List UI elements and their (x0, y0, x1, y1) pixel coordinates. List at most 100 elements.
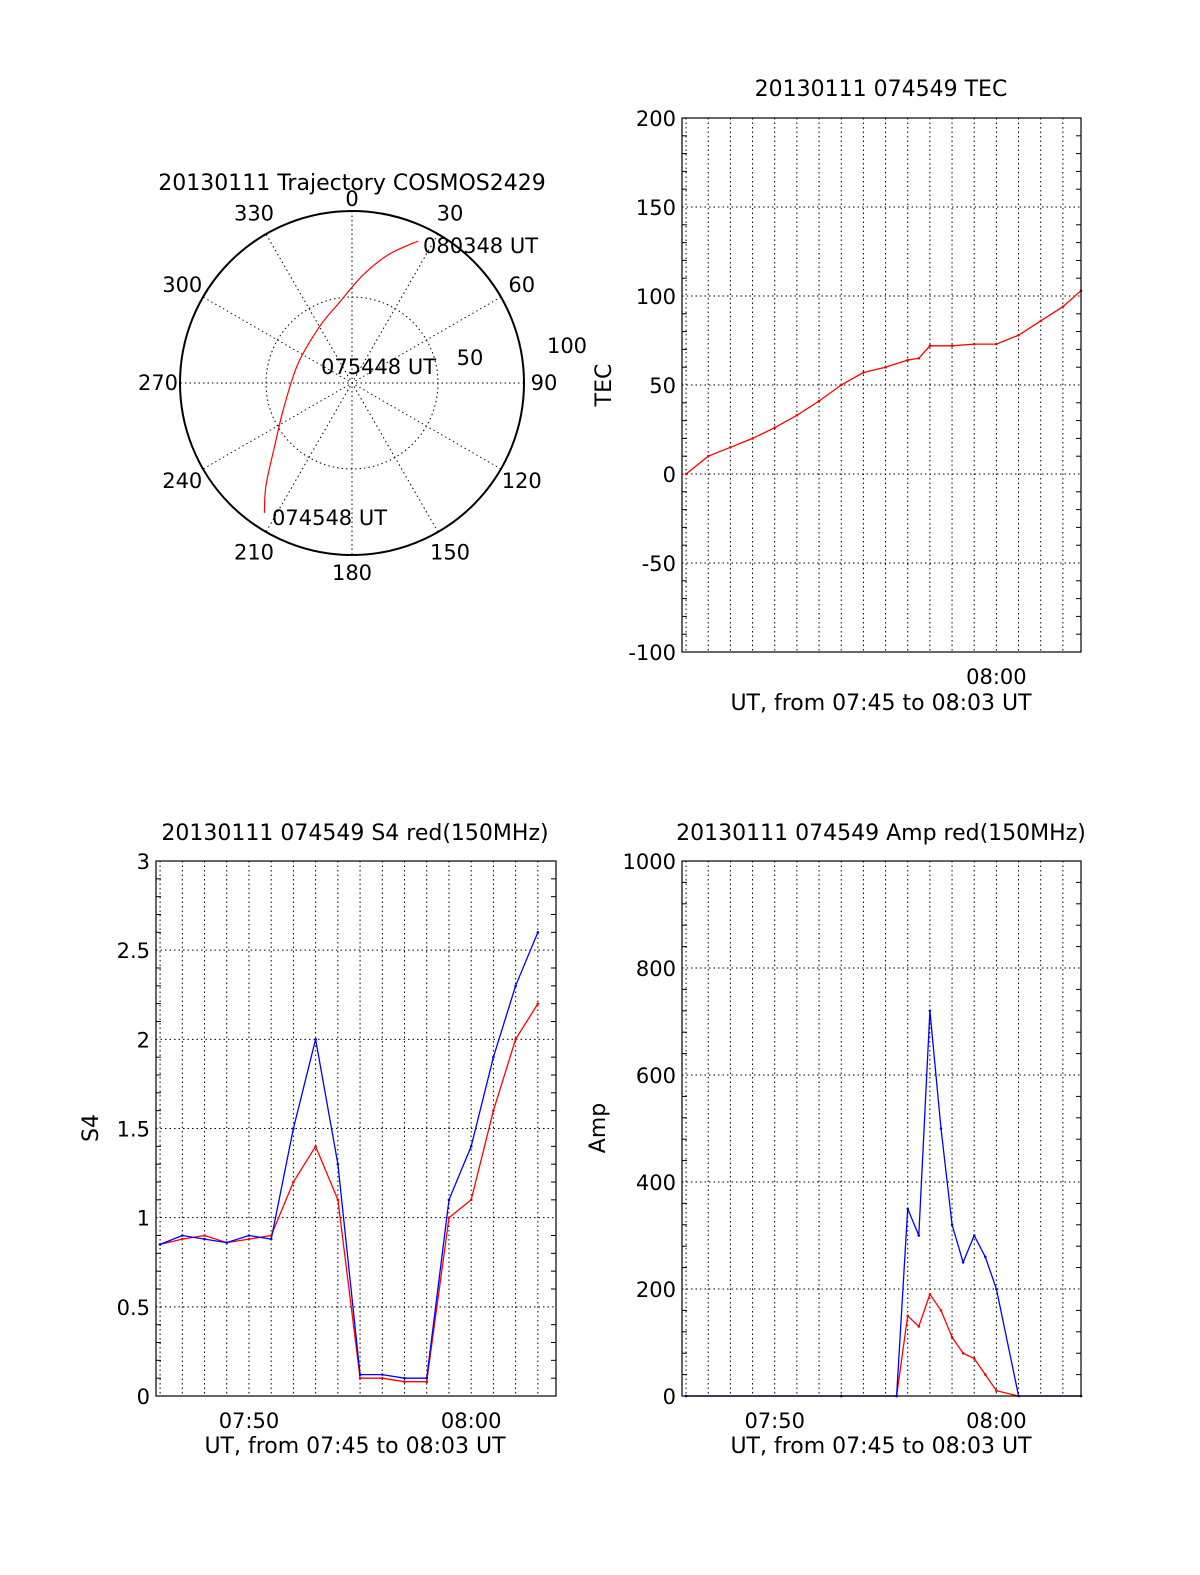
radial-label-100: 100 (547, 334, 587, 358)
tec-data-point (884, 365, 887, 369)
annotation-mid-time: 075448 UT (321, 355, 436, 379)
tec-data-point (817, 399, 821, 403)
s4-data-point (469, 1145, 473, 1148)
tec-title: 20130111 074549 TEC (755, 77, 1008, 102)
s4-x-tick-label: 07:50 (219, 1409, 280, 1433)
amp-x-tick-label: 08:00 (966, 1409, 1027, 1433)
s4-data-point (336, 1198, 340, 1202)
radial-label-50: 50 (457, 346, 484, 370)
tec-data-point (773, 426, 777, 430)
polar-spoke (265, 233, 439, 533)
s4-data-point (403, 1376, 406, 1380)
s4-data-point (314, 1038, 317, 1041)
polar-angle-label: 0 (345, 187, 358, 211)
tec-x-ticks: 08:00 (966, 665, 1027, 689)
tec-data-point (684, 472, 688, 476)
s4-x-ticks: 07:50 08:00 (219, 1409, 502, 1433)
s4-data-point (203, 1237, 206, 1241)
s4-y-label: S4 (79, 1114, 104, 1142)
amp-y-tick-label: 400 (636, 1171, 676, 1195)
tec-data-point (1017, 333, 1020, 337)
s4-data-point (180, 1234, 184, 1237)
tec-data-point (839, 383, 843, 387)
s4-data-point (247, 1234, 251, 1237)
amp-data-point (995, 1287, 998, 1291)
s4-data-point (292, 1180, 295, 1184)
s4-data-point (514, 1038, 517, 1041)
polar-angle-label: 180 (332, 561, 372, 585)
tec-y-tick-label: 0 (663, 463, 676, 487)
s4-x-tick-label: 08:00 (441, 1409, 502, 1433)
s4-data-point (536, 1002, 540, 1005)
polar-angle-label: 30 (437, 201, 464, 225)
tec-data-point (1061, 305, 1065, 308)
amp-data-point (928, 1009, 932, 1013)
amp-data-point (961, 1260, 965, 1264)
tec-data-point (706, 454, 710, 458)
polar-angle-label: 210 (234, 541, 274, 565)
amp-y-ticks: 1000 800 600 400 200 0 (623, 850, 676, 1409)
amp-data-point (917, 1325, 921, 1328)
polar-angle-labels: 0 30 60 90 120 150 180 210 240 270 300 330 (138, 187, 557, 585)
amp-frame (681, 860, 1082, 1397)
polar-angle-label: 240 (162, 469, 202, 493)
annotation-start-time: 074548 UT (272, 506, 387, 530)
s4-data-point (358, 1373, 362, 1376)
s4-series-line-0 (159, 1003, 539, 1383)
polar-spokes (180, 211, 524, 555)
s4-y-ticks: 3 2.5 2 1.5 1 0.5 0 (117, 850, 150, 1409)
s4-y-tick-label: 1 (137, 1207, 150, 1231)
amp-data-point (972, 1234, 976, 1237)
polar-angle-label: 60 (508, 273, 535, 297)
amp-data-point (928, 1293, 932, 1296)
amp-plot: 20130111 074549 Amp red(150MHz) 1000 800 6… (586, 821, 1086, 1459)
s4-data-point (336, 1162, 340, 1166)
tec-data-point (751, 437, 754, 440)
amp-data-point (950, 1223, 954, 1227)
tec-data-point (917, 357, 921, 360)
s4-data-point (292, 1127, 295, 1130)
tec-series (684, 289, 1083, 476)
s4-data-point (492, 1109, 495, 1112)
s4-grid (156, 861, 556, 1396)
s4-plot: 20130111 074549 S4 red(150MHz) 3 2.5 2 1.5 1… (79, 821, 557, 1459)
tec-y-tick-label: 150 (636, 196, 676, 220)
polar-angle-label: 90 (531, 371, 558, 395)
amp-series (684, 1009, 1083, 1398)
s4-data-point (158, 1243, 162, 1246)
tec-frame (681, 117, 1082, 653)
amp-y-tick-label: 0 (663, 1385, 676, 1409)
amp-data-point (906, 1207, 910, 1211)
s4-y-tick-label: 0 (137, 1385, 150, 1409)
tec-series-line-0 (685, 290, 1082, 475)
tec-plot: 20130111 074549 TEC 200150100500-50-100 … (592, 77, 1083, 716)
s4-data-point (403, 1380, 406, 1384)
amp-data-point (972, 1357, 976, 1360)
tec-x-tick-label: 08:00 (966, 665, 1027, 689)
amp-data-point (961, 1351, 965, 1355)
amp-grid (682, 861, 1081, 1396)
s4-y-tick-label: 1.5 (117, 1118, 150, 1142)
s4-data-point (269, 1237, 273, 1241)
trajectory-plot: 20130111 Trajectory COSMOS2429 0 30 60 90 12… (138, 171, 587, 585)
s4-y-tick-label: 3 (137, 850, 150, 874)
tec-data-point (729, 446, 732, 449)
tec-y-tick-label: -50 (642, 552, 676, 576)
polar-angle-label: 150 (430, 541, 470, 565)
amp-data-point (984, 1373, 987, 1376)
amp-series-line-1 (686, 1010, 1081, 1397)
s4-data-point (469, 1198, 473, 1202)
amp-y-tick-label: 600 (636, 1064, 676, 1088)
amp-x-ticks: 07:50 08:00 (744, 1409, 1026, 1433)
polar-angle-label: 270 (138, 371, 178, 395)
polar-angle-label: 120 (502, 469, 542, 493)
s4-data-point (447, 1198, 451, 1202)
tec-y-tick-label: -100 (628, 641, 676, 665)
s4-series-line-1 (159, 932, 539, 1379)
amp-data-point (906, 1314, 910, 1318)
tec-data-point (995, 342, 998, 346)
amp-data-point (939, 1309, 943, 1312)
s4-series (158, 931, 540, 1384)
polar-angle-label: 330 (234, 201, 274, 225)
